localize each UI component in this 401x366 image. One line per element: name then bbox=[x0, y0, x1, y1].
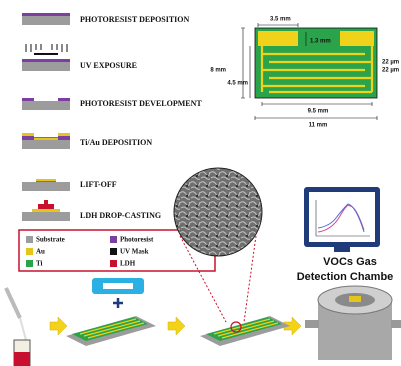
legend-swatch bbox=[110, 236, 117, 243]
dimension-label: 1.3 mm bbox=[310, 39, 331, 45]
step-illustration bbox=[22, 133, 70, 149]
zoom-lines bbox=[179, 235, 257, 323]
legend-label: Photoresist bbox=[120, 236, 154, 244]
mask bbox=[92, 278, 144, 294]
legend-swatch bbox=[110, 260, 117, 267]
dimension-lines bbox=[241, 23, 378, 120]
legend-label: Substrate bbox=[36, 236, 65, 244]
plus bbox=[113, 298, 123, 308]
step-illustration bbox=[22, 179, 70, 191]
arrow bbox=[49, 316, 302, 336]
legend-swatch bbox=[26, 236, 33, 243]
legend-label: Au bbox=[36, 248, 45, 256]
chamber bbox=[305, 285, 401, 360]
legend-label: Ti bbox=[36, 260, 43, 268]
legend-swatch bbox=[26, 260, 33, 267]
step-label: LDH DROP-CASTING bbox=[80, 211, 161, 220]
step-label: Ti/Au DEPOSITION bbox=[80, 138, 152, 147]
dimension-label: 22 µm bbox=[382, 68, 399, 74]
pipette bbox=[4, 287, 31, 366]
dimension-label: 22 µm bbox=[382, 60, 399, 66]
chamber-title: Detection Chambe bbox=[297, 271, 394, 283]
sem-image bbox=[173, 167, 263, 257]
legend-label: LDH bbox=[120, 260, 136, 268]
chip bbox=[66, 316, 156, 346]
step-label: PHOTORESIST DEPOSITION bbox=[80, 15, 190, 24]
legend-label: UV Mask bbox=[120, 248, 149, 256]
monitor bbox=[304, 187, 380, 252]
step-illustration bbox=[22, 98, 70, 110]
step-label: UV EXPOSURE bbox=[80, 61, 137, 70]
chip bbox=[200, 316, 290, 346]
chamber-title: VOCs Gas bbox=[323, 256, 377, 268]
electrode bbox=[254, 27, 378, 99]
dimension-label: 3.5 mm bbox=[270, 17, 291, 23]
dimension-label: 4.5 mm bbox=[227, 81, 248, 87]
step-illustration bbox=[22, 13, 70, 25]
legend-swatch bbox=[110, 248, 117, 255]
step-illustration bbox=[22, 200, 70, 221]
step-label: LIFT-OFF bbox=[80, 180, 117, 189]
dimension-label: 8 mm bbox=[210, 68, 226, 74]
legend-swatch bbox=[26, 248, 33, 255]
step-illustration bbox=[22, 44, 70, 71]
dimension-label: 11 mm bbox=[309, 123, 328, 129]
dimension-label: 9.5 mm bbox=[308, 109, 329, 115]
step-label: PHOTORESIST DEVELOPMENT bbox=[80, 99, 202, 108]
